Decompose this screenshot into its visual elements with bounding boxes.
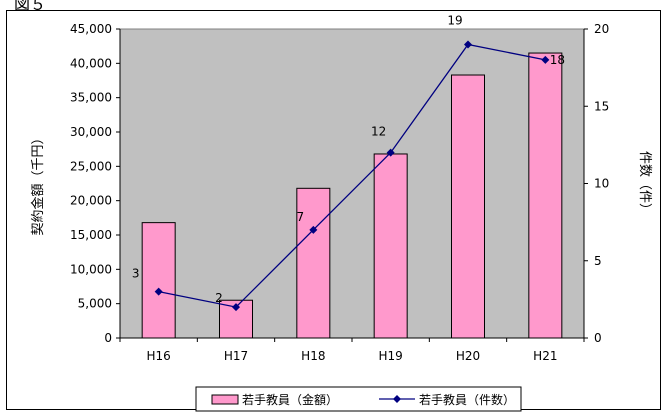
y-tick-label: 20,000 bbox=[70, 194, 112, 208]
x-tick-label: H17 bbox=[224, 349, 248, 363]
y2-axis-title: 件数（件） bbox=[637, 151, 652, 216]
y-tick-label: 25,000 bbox=[70, 159, 112, 173]
plot-area bbox=[119, 28, 585, 339]
line-point bbox=[464, 40, 472, 49]
x-tick-label: H18 bbox=[301, 349, 325, 363]
bar bbox=[451, 74, 485, 339]
x-tick-label: H20 bbox=[456, 349, 480, 363]
data-label: 18 bbox=[550, 53, 565, 67]
line-point bbox=[154, 287, 163, 296]
y2-tick-label: 20 bbox=[594, 22, 609, 36]
data-label: 3 bbox=[132, 267, 140, 281]
y-tick-label: 40,000 bbox=[70, 56, 112, 70]
legend-label: 若手教員（金額） bbox=[242, 392, 338, 407]
y-tick-label: 45,000 bbox=[70, 22, 112, 36]
line-point bbox=[541, 55, 550, 64]
legend-swatch-bar bbox=[211, 394, 239, 405]
line-point bbox=[309, 225, 318, 234]
bar bbox=[141, 222, 176, 339]
y2-tick-label: 15 bbox=[594, 99, 609, 113]
data-label: 12 bbox=[371, 125, 386, 139]
y-tick-label: 0 bbox=[104, 331, 112, 345]
line-series bbox=[158, 43, 546, 308]
bar bbox=[296, 187, 331, 339]
y-tick-label: 35,000 bbox=[70, 91, 112, 105]
legend-box bbox=[195, 386, 522, 412]
y-tick-label: 30,000 bbox=[70, 125, 112, 139]
legend-swatch-marker bbox=[393, 395, 401, 403]
legend-label: 若手教員（件数） bbox=[419, 392, 515, 407]
data-label: 19 bbox=[447, 13, 462, 27]
x-tick-label: H19 bbox=[379, 349, 403, 363]
y2-tick-label: 10 bbox=[594, 177, 609, 191]
data-label: 2 bbox=[215, 291, 223, 305]
y-tick-label: 10,000 bbox=[70, 262, 112, 276]
x-tick-label: H21 bbox=[533, 349, 557, 363]
y-axis-title: 契約金額（千円） bbox=[30, 131, 46, 235]
y-tick-label: 15,000 bbox=[70, 228, 112, 242]
y2-tick-label: 5 bbox=[594, 254, 602, 268]
bar bbox=[373, 153, 408, 339]
line-point bbox=[386, 148, 395, 157]
data-label: 7 bbox=[297, 210, 305, 224]
x-tick-label: H16 bbox=[147, 349, 171, 363]
y2-tick-label: 0 bbox=[594, 331, 602, 345]
y-tick-label: 5,000 bbox=[78, 297, 112, 311]
line-point bbox=[232, 303, 240, 312]
bar bbox=[528, 52, 563, 339]
